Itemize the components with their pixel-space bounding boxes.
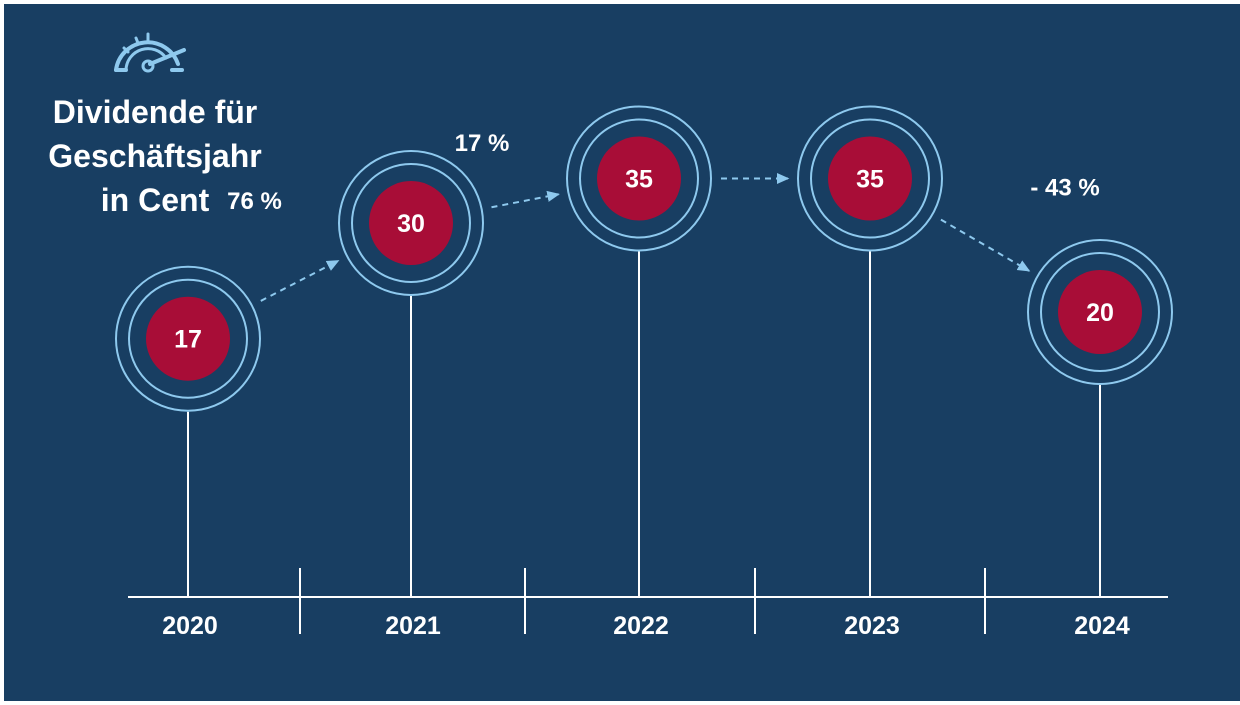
change-arrow-2020-2021 <box>260 259 340 302</box>
outer-ring <box>115 265 261 412</box>
outer-ring <box>797 105 943 252</box>
chart-canvas: Dividende für Geschäftsjahr in Cent 17 20… <box>4 4 1240 701</box>
chart-title: Dividende für Geschäftsjahr in Cent <box>10 90 300 222</box>
outer-ring <box>566 105 712 252</box>
year-label-2021: 2021 <box>385 612 441 640</box>
title-line-2: Geschäftsjahr <box>48 138 262 174</box>
title-line-1: Dividende für <box>52 94 258 130</box>
outer-ring <box>1027 239 1173 385</box>
inner-ring <box>351 163 471 283</box>
timeline-chart: 17 2020 30 2021 35 2022 35 2023 20 2024 76 % 17 % - … <box>115 105 1173 640</box>
value-label-2021: 30 <box>397 210 425 238</box>
inner-ring <box>1040 252 1160 372</box>
marker-2020 <box>115 265 261 412</box>
value-label-2022: 35 <box>625 166 653 194</box>
value-dot <box>146 296 230 381</box>
value-dot <box>1058 270 1142 354</box>
inner-ring <box>810 118 930 239</box>
year-label-2024: 2024 <box>1074 612 1130 640</box>
speedometer-icon <box>114 32 186 73</box>
year-label-2023: 2023 <box>844 612 900 640</box>
marker-2021 <box>338 150 484 296</box>
outer-ring <box>338 150 484 296</box>
value-label-2024: 20 <box>1086 299 1114 327</box>
change-arrow-2023-2024 <box>940 218 1031 272</box>
year-label-2022: 2022 <box>613 612 669 640</box>
change-label-2021-2022: 17 % <box>455 130 510 157</box>
change-label-2023-2024: - 43 % <box>1030 174 1099 201</box>
title-line-3: in Cent <box>100 182 210 218</box>
marker-2023 <box>797 105 943 252</box>
change-label-2020-2021: 76 % <box>227 188 282 215</box>
marker-2022 <box>566 105 712 252</box>
year-label-2020: 2020 <box>162 612 218 640</box>
value-dot <box>597 136 681 221</box>
marker-2024 <box>1027 239 1173 385</box>
value-label-2020: 17 <box>174 326 202 354</box>
value-dot <box>369 181 453 265</box>
value-label-2023: 35 <box>856 166 884 194</box>
value-dot <box>828 136 912 221</box>
inner-ring <box>128 278 248 399</box>
change-arrow-2021-2022 <box>491 190 560 209</box>
inner-ring <box>579 118 699 239</box>
